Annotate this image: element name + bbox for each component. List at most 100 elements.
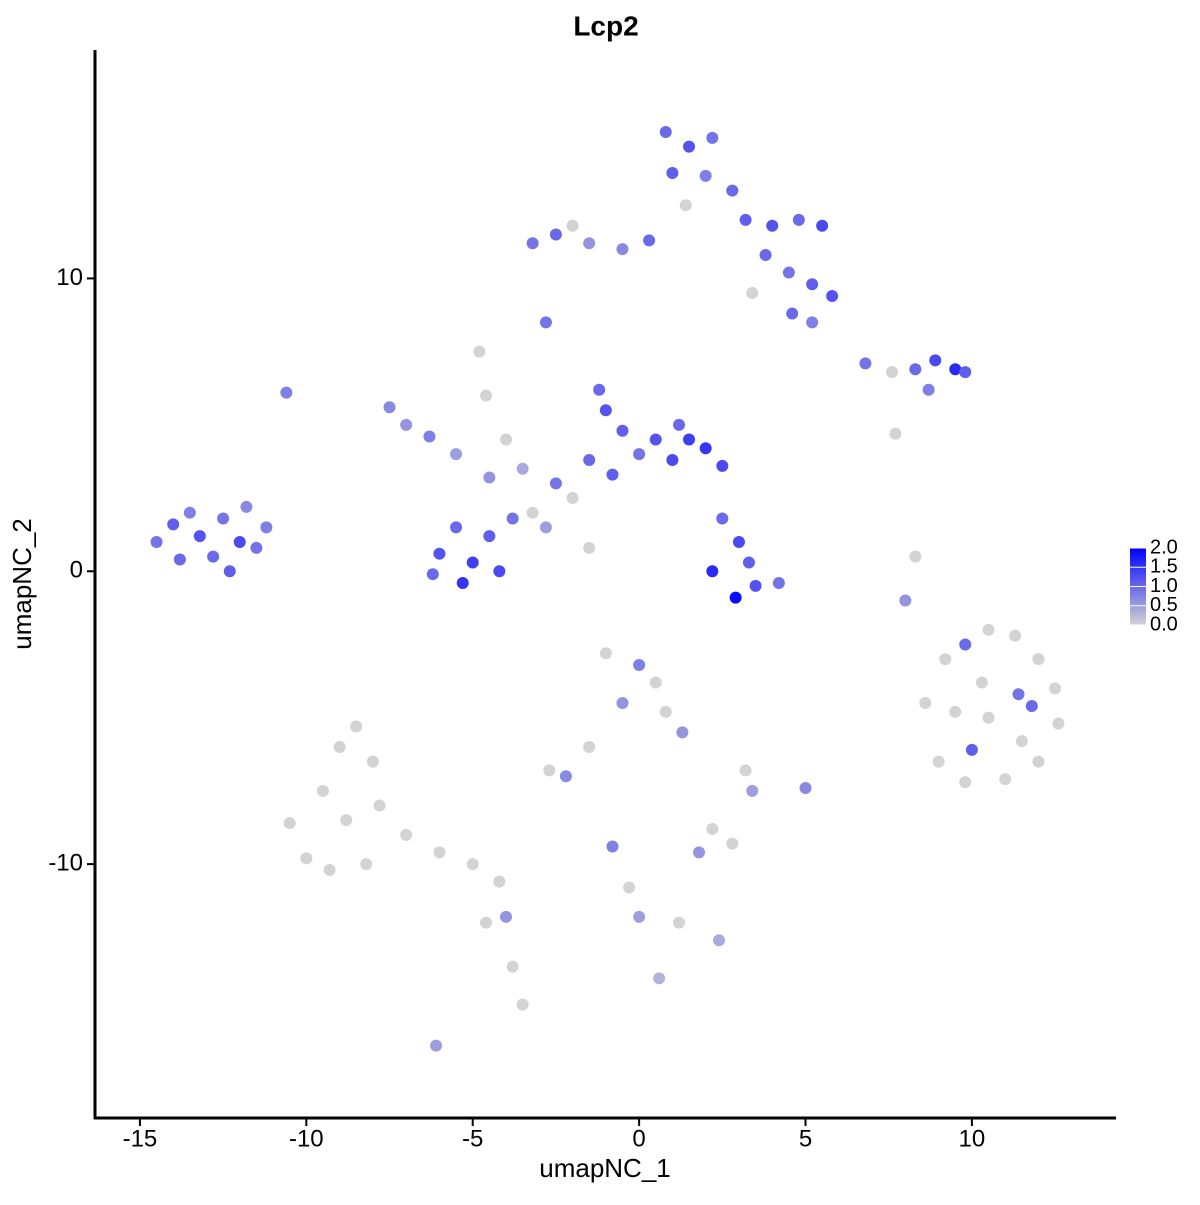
cell-point [280,386,293,399]
cell-point [483,471,496,484]
cell-point [456,576,469,589]
cell-point [499,910,512,923]
cell-point [316,784,329,797]
cell-point [250,541,263,554]
cell-point [746,784,759,797]
cell-point [559,770,572,783]
points [150,125,1065,1052]
cell-point [749,579,762,592]
x-tick-label: 0 [632,1125,645,1152]
cell-point [706,822,719,835]
cell-point [383,401,396,414]
y-tick-label: -10 [48,849,83,876]
cell-point [193,530,206,543]
cell-point [786,307,799,320]
cell-point [473,345,486,358]
cell-point [1049,682,1062,695]
cell-point [666,453,679,466]
cell-point [959,638,972,651]
cell-point [676,726,689,739]
cell-point [433,547,446,560]
cell-point [673,916,686,929]
cell-point [499,433,512,446]
cell-point [539,521,552,534]
cell-point [366,755,379,768]
cell-point [826,289,839,302]
cell-point [1025,699,1038,712]
x-axis-label: umapNC_1 [539,1153,671,1183]
cell-point [729,591,742,604]
cell-point [673,418,686,431]
y-tick-label: 10 [56,264,83,291]
cell-point [350,720,363,733]
cell-point [233,535,246,548]
cell-point [506,512,519,525]
cell-point [1015,735,1028,748]
cell-point [706,565,719,578]
colorbar-tick-label: 0.5 [1150,594,1178,616]
cell-point [526,506,539,519]
cell-point [909,550,922,563]
cell-point [699,442,712,455]
cell-point [666,166,679,179]
cell-point [806,316,819,329]
cell-point [300,852,313,865]
cell-point [606,840,619,853]
colorbar-tick-label: 1.0 [1150,575,1178,597]
cell-point [150,535,163,548]
cell-point [859,357,872,370]
cell-point [982,711,995,724]
colorbar-tick-label: 2.0 [1150,536,1178,558]
cell-point [889,427,902,440]
x-tick-label: 5 [799,1125,812,1152]
cell-point [493,875,506,888]
cell-point [699,169,712,182]
cell-point [806,278,819,291]
cell-point [450,521,463,534]
cell-point [623,881,636,894]
cell-point [633,448,646,461]
cell-point [433,846,446,859]
cell-point [886,366,899,379]
cell-point [649,433,662,446]
cell-point [746,287,759,300]
cell-point [659,705,672,718]
cell-point [649,676,662,689]
cell-point [183,506,196,519]
cell-point [712,934,725,947]
cell-point [480,916,493,929]
cell-point [949,705,962,718]
cell-point [1012,688,1025,701]
cell-point [766,219,779,232]
x-tick-label: -10 [289,1125,324,1152]
cell-point [400,828,413,841]
cell-point [323,863,336,876]
cell-point [426,568,439,581]
cell-point [1052,717,1065,730]
cell-point [599,404,612,417]
cell-point [739,213,752,226]
cell-point [400,418,413,431]
cell-point [716,512,729,525]
cell-point [606,468,619,481]
cell-point [633,658,646,671]
y-tick-label: 0 [70,557,83,584]
cell-point [283,817,296,830]
cell-point [423,430,436,443]
cell-point [360,858,373,871]
cell-point [599,647,612,660]
cell-point [616,243,629,256]
cell-point [340,814,353,827]
cell-point [959,776,972,789]
cell-point [726,184,739,197]
cell-point [739,764,752,777]
cell-point [759,248,772,261]
cell-point [633,910,646,923]
cell-point [679,199,692,212]
cell-point [1009,629,1022,642]
cell-point [549,477,562,490]
cell-point [583,541,596,554]
cell-point [506,960,519,973]
cell-point [949,363,962,376]
